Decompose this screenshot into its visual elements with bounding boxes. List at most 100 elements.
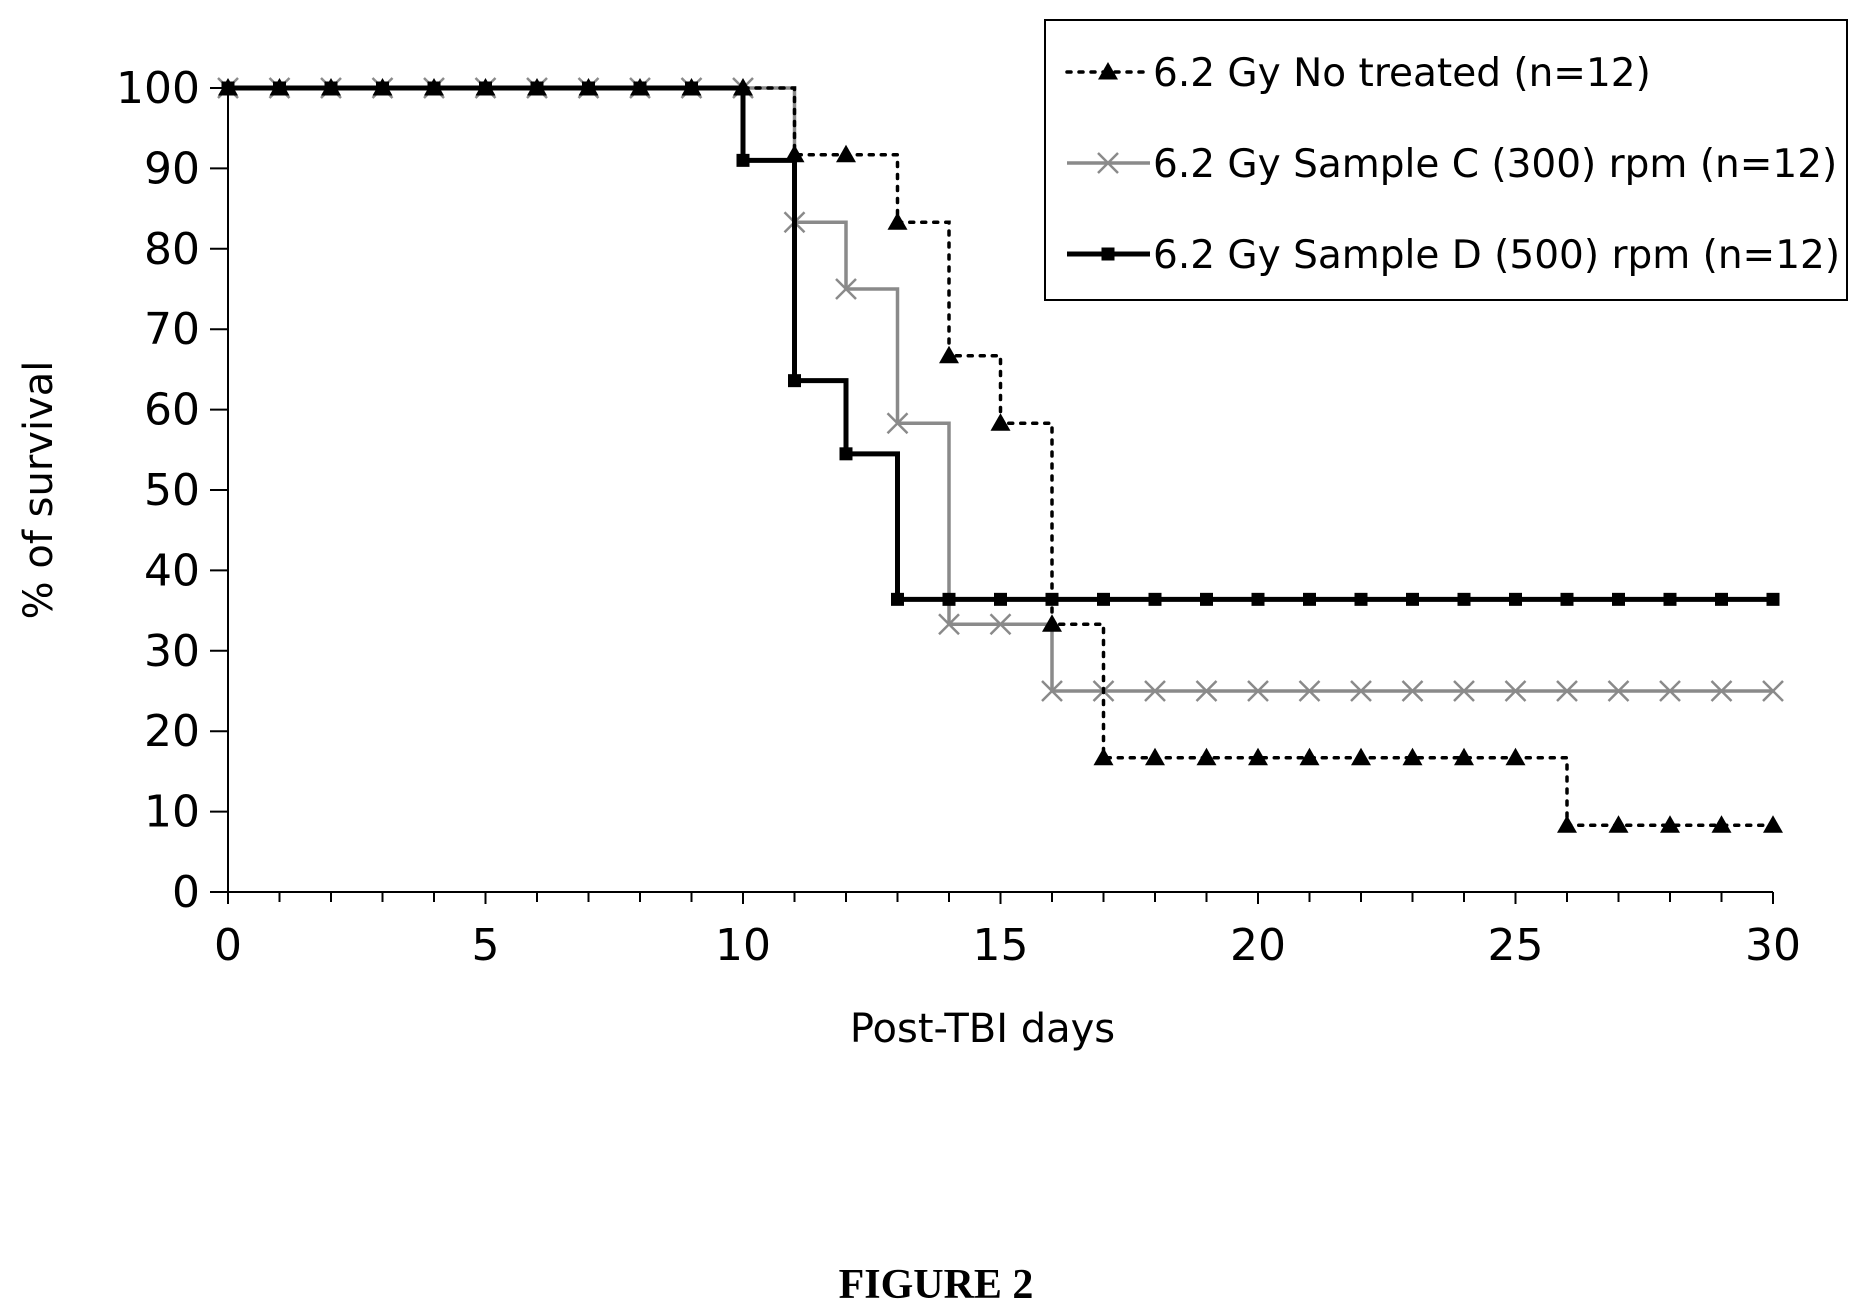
x-marker (938, 613, 960, 636)
square-marker (1457, 592, 1471, 606)
triangle-marker (784, 144, 805, 163)
square-marker (324, 81, 338, 95)
square-marker (1045, 592, 1059, 606)
square-marker (479, 81, 492, 95)
square-marker (788, 374, 801, 388)
square-marker (1303, 592, 1316, 606)
series-layer (217, 77, 1784, 833)
x-tick-label: 25 (1488, 920, 1544, 971)
square-marker (1715, 592, 1728, 606)
triangle-marker (1763, 815, 1783, 833)
x-marker (1556, 680, 1578, 702)
x-marker (1607, 680, 1630, 702)
x-marker (1350, 680, 1372, 702)
triangle-marker (1093, 747, 1114, 766)
square-marker (1148, 592, 1162, 606)
x-marker (1401, 680, 1424, 702)
y-tick-label: 60 (144, 385, 200, 436)
y-tick-label: 100 (116, 63, 200, 114)
square-marker (221, 81, 235, 95)
square-marker (1097, 592, 1110, 606)
square-marker (1101, 247, 1115, 261)
legend-entry: 6.2 Gy Sample C (300) rpm (n=12) (1067, 142, 1837, 187)
square-marker (1766, 592, 1780, 606)
legend: 6.2 Gy No treated (n=12) 6.2 Gy Sample C … (1044, 19, 1848, 301)
x-tick-label: 30 (1745, 920, 1801, 971)
square-marker (1509, 592, 1522, 606)
triangle-marker (1299, 747, 1320, 766)
square-marker (1612, 592, 1625, 606)
x-marker (1144, 680, 1166, 702)
y-tick-label: 90 (144, 143, 200, 194)
square-marker (273, 81, 286, 95)
x-tick-label: 20 (1230, 920, 1286, 971)
x-marker (1710, 680, 1733, 702)
square-marker (942, 592, 956, 606)
triangle-marker (1608, 815, 1629, 833)
square-marker (1354, 592, 1368, 606)
x-marker (1504, 680, 1527, 702)
y-tick-label: 80 (144, 224, 200, 275)
square-marker (736, 153, 750, 167)
x-marker (1298, 680, 1321, 702)
triangle-marker (1402, 747, 1423, 766)
triangle-marker (836, 144, 856, 163)
y-tick-label: 30 (144, 626, 200, 677)
square-marker (633, 81, 647, 95)
y-tick-label: 70 (144, 304, 200, 355)
x-marker (1453, 680, 1475, 702)
square-marker (994, 592, 1007, 606)
x-marker (886, 412, 909, 435)
figure-caption: FIGURE 2 (839, 1262, 1034, 1308)
legend-entry: 6.2 Gy No treated (n=12) (1065, 51, 1651, 96)
triangle-marker (1145, 747, 1165, 766)
square-marker (1251, 592, 1265, 606)
x-marker (1195, 680, 1218, 702)
y-tick-label: 10 (144, 787, 200, 838)
y-tick-label: 50 (144, 465, 200, 516)
y-axis-title: % of survival (16, 361, 62, 620)
x-tick-label: 5 (472, 920, 500, 971)
x-marker (989, 613, 1012, 636)
legend-label: 6.2 Gy Sample D (500) rpm (n=12) (1153, 233, 1840, 278)
series-3 (221, 81, 1780, 606)
x-marker (1659, 680, 1681, 702)
square-marker (839, 447, 853, 461)
triangle-marker (1505, 747, 1526, 766)
x-tick-label: 15 (973, 920, 1029, 971)
triangle-marker (1196, 747, 1217, 766)
square-marker (1663, 592, 1677, 606)
x-tick-label: 10 (715, 920, 771, 971)
square-marker (427, 81, 441, 95)
legend-entry: 6.2 Gy Sample D (500) rpm (n=12) (1067, 233, 1840, 278)
triangle-marker (1660, 815, 1680, 833)
triangle-marker (939, 345, 959, 364)
y-tick-label: 40 (144, 545, 200, 596)
x-marker (1041, 680, 1063, 702)
square-marker (582, 81, 595, 95)
square-marker (1200, 592, 1213, 606)
x-axis-title: Post-TBI days (850, 1006, 1115, 1052)
square-marker (1406, 592, 1419, 606)
legend-label: 6.2 Gy Sample C (300) rpm (n=12) (1153, 142, 1837, 187)
triangle-marker (887, 212, 908, 230)
axes: 0 10 20 30 40 50 60 70 80 90 100 0 5 10 15 20 25 30 Post-T… (16, 63, 1801, 1052)
triangle-marker (1454, 747, 1474, 766)
y-tick-label: 20 (144, 706, 200, 757)
square-marker (891, 592, 904, 606)
legend-box (1044, 19, 1848, 301)
x-marker (1247, 680, 1269, 702)
x-tick-label: 0 (214, 920, 242, 971)
x-marker (1762, 680, 1784, 702)
triangle-marker (1557, 815, 1577, 833)
triangle-marker (1711, 815, 1732, 833)
square-marker (376, 81, 389, 95)
y-tick-label: 0 (172, 867, 200, 918)
legend-label: 6.2 Gy No treated (n=12) (1153, 51, 1651, 96)
square-marker (1560, 592, 1574, 606)
square-marker (685, 81, 698, 95)
x-marker (835, 278, 857, 300)
triangle-marker (990, 413, 1011, 431)
triangle-marker (1248, 747, 1268, 766)
